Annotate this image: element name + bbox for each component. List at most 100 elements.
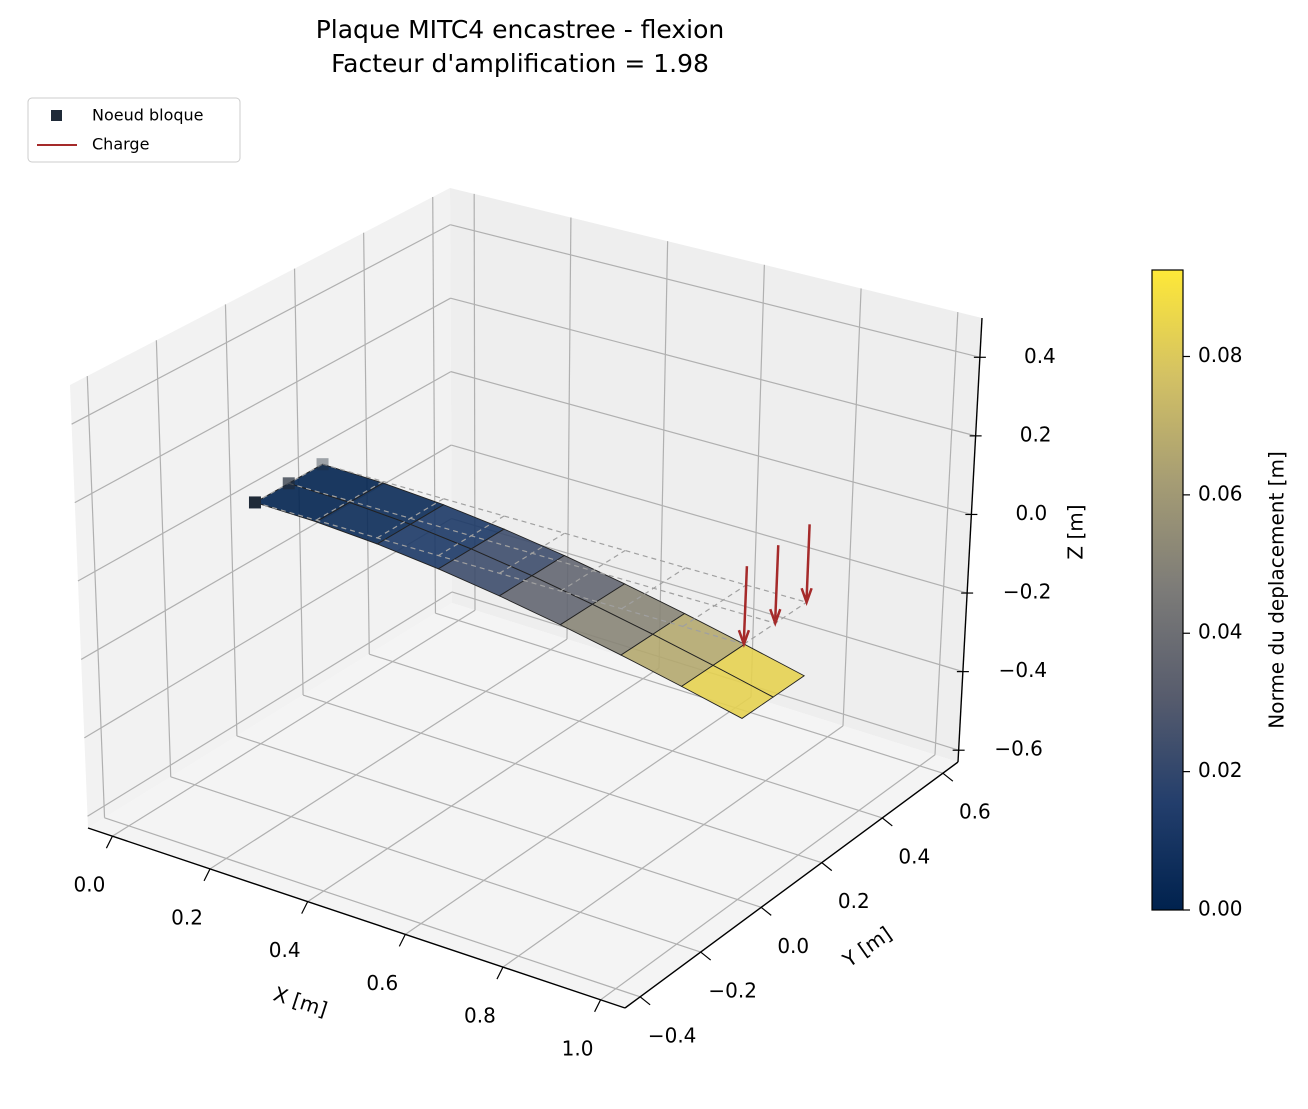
x-axis xyxy=(87,827,626,1009)
undeformed-edge xyxy=(376,498,444,539)
y-tick-label: 0.2 xyxy=(838,889,870,913)
z-axis-label: Z [m] xyxy=(1064,504,1088,559)
grid-line xyxy=(451,444,968,594)
legend: Noeud bloque Charge xyxy=(27,97,241,163)
load-arrow-head xyxy=(769,608,782,627)
fixed-node xyxy=(248,496,261,509)
z-tick-label: −0.6 xyxy=(994,737,1043,761)
tick-mark xyxy=(700,951,712,961)
y-tick-label: 0.4 xyxy=(898,844,930,868)
undeformed-edge xyxy=(682,584,747,627)
legend-marker xyxy=(51,110,62,121)
y-tick-label: 0.0 xyxy=(777,934,809,958)
tick-mark xyxy=(821,862,833,872)
grid-line xyxy=(600,754,936,1001)
tick-mark xyxy=(105,835,113,849)
grid-line xyxy=(170,776,701,953)
grid-line xyxy=(658,241,669,669)
grid-line xyxy=(450,224,981,358)
colorbar-tick-label: 0.08 xyxy=(1198,343,1243,367)
z-tick-label: 0.4 xyxy=(1024,344,1056,368)
grid-line xyxy=(934,312,959,755)
plate-element xyxy=(680,664,774,719)
colorbar-tick-label: 0.06 xyxy=(1198,481,1243,505)
colorbar-tick-label: 0.00 xyxy=(1198,897,1243,921)
grid-line xyxy=(307,667,660,903)
colorbar xyxy=(1151,269,1184,911)
undeformed-edge xyxy=(438,515,505,557)
undeformed-edge xyxy=(315,480,384,521)
tick-mark xyxy=(398,934,406,947)
grid-line xyxy=(236,735,762,908)
legend-box xyxy=(27,97,241,163)
grid-line xyxy=(450,371,972,516)
fixed-node xyxy=(316,458,329,471)
chart-subtitle: Facteur d'amplification = 1.98 xyxy=(331,49,709,78)
z-tick-label: 0.0 xyxy=(1015,501,1047,525)
grid-line xyxy=(86,376,106,818)
y-tick-label: −0.4 xyxy=(648,1023,697,1047)
x-tick-label: 1.0 xyxy=(562,1036,594,1060)
tick-mark xyxy=(942,772,954,782)
y-tick-label: −0.2 xyxy=(708,979,757,1003)
grid-line xyxy=(87,591,453,817)
y-axis-label: Y [m] xyxy=(837,922,896,973)
y-axis xyxy=(624,761,959,1009)
tick-mark xyxy=(203,868,211,882)
x-tick-label: 0.4 xyxy=(269,938,301,962)
x-tick-label: 0.8 xyxy=(464,1004,496,1028)
undeformed-edge xyxy=(621,567,686,610)
grid-line xyxy=(750,264,765,697)
grid-line xyxy=(112,609,476,837)
fixed-node xyxy=(282,477,295,490)
grid-line xyxy=(363,232,370,655)
tick-mark xyxy=(639,996,651,1006)
colorbar-label: Norme du deplacement [m] xyxy=(1265,451,1289,729)
load-arrow xyxy=(742,566,749,641)
legend-label: Noeud bloque xyxy=(92,106,204,125)
load-arrow xyxy=(805,524,811,599)
tick-mark xyxy=(594,999,602,1013)
grid-line xyxy=(84,518,452,739)
tick-mark xyxy=(496,966,504,980)
grid-line xyxy=(77,371,452,582)
undeformed-edge xyxy=(322,463,807,603)
grid-line xyxy=(209,638,568,870)
z-axis xyxy=(957,317,983,763)
undeformed-edge xyxy=(560,549,626,592)
load-arrow xyxy=(774,545,780,620)
grid-line xyxy=(369,653,883,819)
grid-line xyxy=(302,694,822,864)
grid-line xyxy=(404,696,752,935)
x-tick-label: 0.0 xyxy=(74,873,106,897)
tick-mark xyxy=(301,901,309,914)
grid-line xyxy=(80,444,452,660)
tick-mark xyxy=(881,817,893,827)
chart-title: Plaque MITC4 encastree - flexion xyxy=(316,15,725,44)
grid-line xyxy=(224,304,238,736)
z-tick-label: 0.2 xyxy=(1020,422,1052,446)
z-tick-label: −0.4 xyxy=(999,658,1048,682)
grid-line xyxy=(104,817,641,998)
pane-left xyxy=(70,188,452,828)
x-tick-label: 0.2 xyxy=(171,905,203,929)
grid-line xyxy=(155,340,172,777)
grid-line xyxy=(502,725,844,968)
load-arrow-head xyxy=(737,629,751,648)
colorbar-tick-label: 0.02 xyxy=(1198,758,1243,782)
grid-line xyxy=(435,612,944,774)
grid-line xyxy=(450,297,976,437)
load-arrow-head xyxy=(800,587,813,606)
x-axis-label: X [m] xyxy=(271,982,331,1022)
grid-line xyxy=(842,288,862,726)
grid-line xyxy=(71,224,451,425)
x-tick-label: 0.6 xyxy=(366,971,398,995)
grid-line xyxy=(74,297,451,504)
z-tick-label: −0.2 xyxy=(1003,580,1052,604)
colorbar-tick-label: 0.04 xyxy=(1198,620,1243,644)
tick-mark xyxy=(760,906,772,916)
y-tick-label: 0.6 xyxy=(959,800,991,824)
legend-label: Charge xyxy=(92,135,149,154)
undeformed-edge xyxy=(499,532,565,574)
